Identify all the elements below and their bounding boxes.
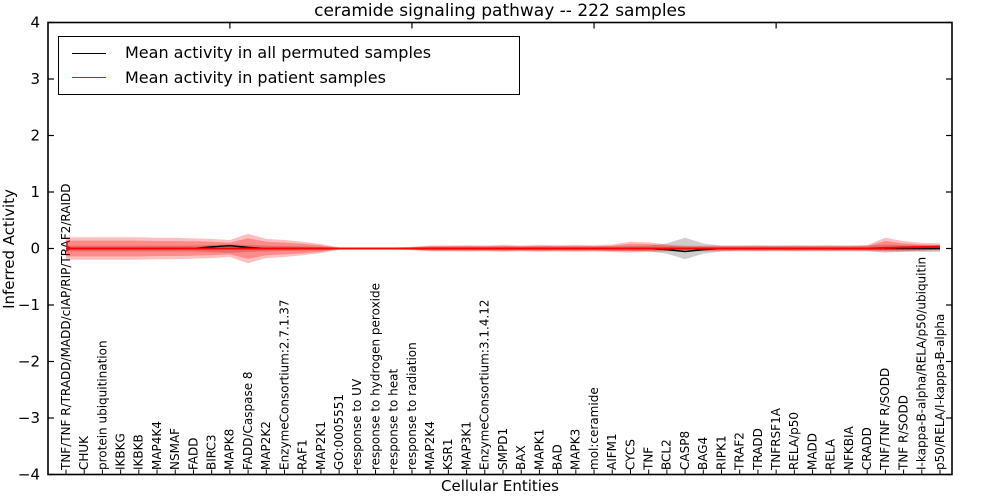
y-axis-title: Inferred Activity xyxy=(0,189,18,309)
chart-title: ceramide signaling pathway -- 222 sample… xyxy=(314,1,686,21)
black-line-swatch-icon xyxy=(72,52,106,54)
x-tick-label: p50/RELA/I-kappa-B-alpha xyxy=(933,314,947,470)
y-tick-label: 3 xyxy=(30,70,40,88)
legend-item-permuted: Mean activity in all permuted samples xyxy=(72,45,519,61)
x-tick-label: MADD xyxy=(805,433,819,470)
x-tick-label: MAPK3 xyxy=(569,429,583,470)
x-tick-label: mol:ceramide xyxy=(587,387,601,470)
x-tick-label: CASP8 xyxy=(678,431,692,470)
x-tick-label: response to radiation xyxy=(405,342,419,470)
x-tick-label: MAP3K1 xyxy=(459,421,473,470)
y-tick-label: 4 xyxy=(30,14,40,32)
y-tick-label: 2 xyxy=(30,127,40,145)
x-tick-label: RIPK1 xyxy=(714,435,728,470)
x-tick-label: TNF xyxy=(642,447,656,471)
x-tick-label: BAD xyxy=(550,444,564,470)
x-tick-label: EnzymeConsortium:2.7.1.37 xyxy=(277,299,291,470)
x-tick-label: MAP2K1 xyxy=(314,421,328,470)
y-tick-label: −1 xyxy=(18,296,40,314)
y-tick-label: −3 xyxy=(18,409,40,427)
x-tick-label: response to heat xyxy=(387,368,401,470)
x-tick-label: RAF1 xyxy=(296,439,310,470)
x-tick-label: TNF/TNF R/TRADD/MADD/cIAP/RIP/TRAF2/RAID… xyxy=(59,184,73,472)
x-tick-label: CYCS xyxy=(623,439,637,470)
x-tick-label: TRADD xyxy=(751,428,765,471)
x-tick-label: MAPK8 xyxy=(223,429,237,470)
x-tick-label: MAP4K4 xyxy=(150,421,164,470)
x-axis-title: Cellular Entities xyxy=(441,477,559,495)
x-tick-label: protein ubiquitination xyxy=(95,340,109,470)
legend-item-patient: Mean activity in patient samples xyxy=(72,67,519,87)
x-tick-label: MAPK1 xyxy=(532,429,546,470)
x-tick-label: RELA/p50 xyxy=(787,412,801,470)
x-tick-label: AIFM1 xyxy=(605,433,619,470)
x-tick-label: IKBKG xyxy=(113,433,127,470)
x-tick-label: BAG4 xyxy=(696,437,710,470)
x-tick-label: CHUK xyxy=(77,435,91,470)
x-tick-label: KSR1 xyxy=(441,439,455,470)
legend-label: Mean activity in all permuted samples xyxy=(125,43,432,63)
y-tick-label: −2 xyxy=(18,353,40,371)
x-tick-label: SMPD1 xyxy=(496,428,510,470)
y-tick-label: 1 xyxy=(30,183,40,201)
patient-mean-line xyxy=(66,245,941,250)
x-tick-label: TNF R/SODD xyxy=(896,395,910,471)
x-tick-label: RELA xyxy=(824,438,838,470)
legend: Mean activity in all permuted samples Me… xyxy=(58,36,520,95)
x-tick-label: MAP2K2 xyxy=(259,421,273,470)
x-tick-label: FADD/Caspase 8 xyxy=(241,371,255,470)
y-tick-label: 0 xyxy=(30,240,40,258)
x-tick-label: GO:0005551 xyxy=(332,394,346,470)
x-tick-label: TNF/TNF R/SODD xyxy=(878,368,892,471)
x-tick-label: BIRC3 xyxy=(205,434,219,470)
x-tick-label: I-kappa-B-alpha/RELA/p50/ubiquitin xyxy=(915,257,929,470)
legend-label: Mean activity in patient samples xyxy=(125,67,386,87)
x-tick-label: response to UV xyxy=(350,378,364,470)
x-tick-label: FADD xyxy=(186,438,200,471)
x-tick-label: NSMAF xyxy=(168,428,182,470)
x-tick-label: BAX xyxy=(514,445,528,470)
red-line-swatch-icon xyxy=(72,77,106,79)
x-tick-label: MAP2K4 xyxy=(423,421,437,470)
x-tick-label: IKBKB xyxy=(132,434,146,470)
x-tick-label: TNFRSF1A xyxy=(769,407,783,471)
x-tick-label: TRAF2 xyxy=(733,432,747,471)
x-tick-label: EnzymeConsortium:3.1.4.12 xyxy=(478,299,492,470)
y-tick-label: −4 xyxy=(18,466,40,484)
x-tick-label: response to hydrogen peroxide xyxy=(368,283,382,470)
x-tick-label: NFKBIA xyxy=(842,425,856,470)
x-tick-label: CRADD xyxy=(860,427,874,470)
x-tick-label: BCL2 xyxy=(660,439,674,470)
